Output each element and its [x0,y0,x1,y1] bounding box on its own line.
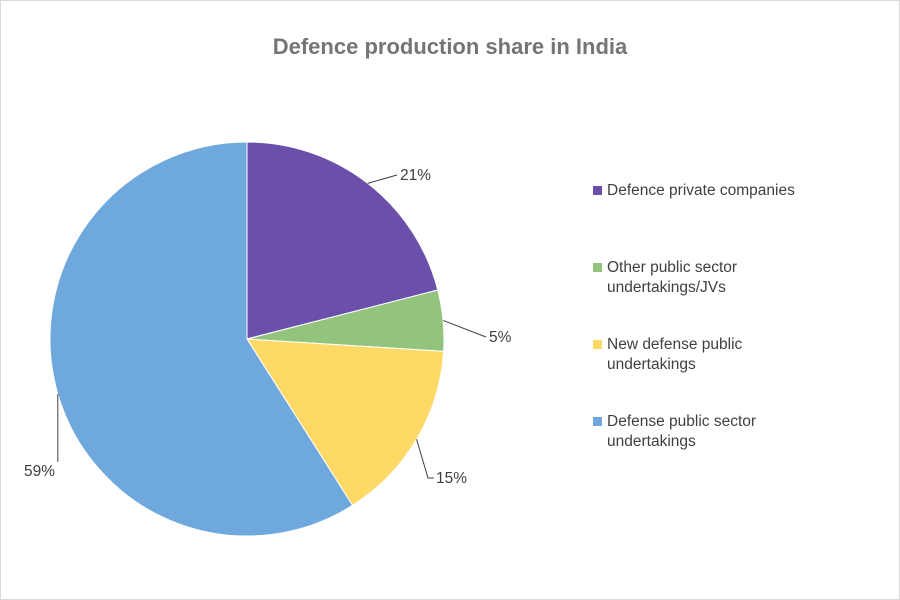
leader-line [367,174,398,184]
data-label: 59% [24,463,55,480]
data-label: 5% [489,329,512,346]
leader-line [442,319,487,338]
legend-label: Defence private companies [607,182,795,199]
leader-line [416,439,434,479]
chart-title: Defence production share in India [272,34,628,59]
legend-item: Defense public sector undertakings [593,412,813,452]
data-label: 15% [436,470,467,487]
legend-item: Defence private companies [593,181,813,221]
legend-label: Other public sector undertakings/JVs [607,259,738,296]
legend-item: Other public sector undertakings/JVs [593,258,813,298]
pie-slice [49,141,354,537]
legend-swatch [593,417,602,426]
legend-swatch [593,263,602,272]
legend-label: New defense public undertakings [607,336,743,373]
legend: Defence private companies Other public s… [593,181,813,489]
data-label: 21% [400,167,431,184]
legend-item: New defense public undertakings [593,335,813,375]
pie-slice [246,141,439,340]
legend-swatch [593,186,602,195]
legend-swatch [593,340,602,349]
legend-label: Defense public sector undertakings [607,413,757,450]
